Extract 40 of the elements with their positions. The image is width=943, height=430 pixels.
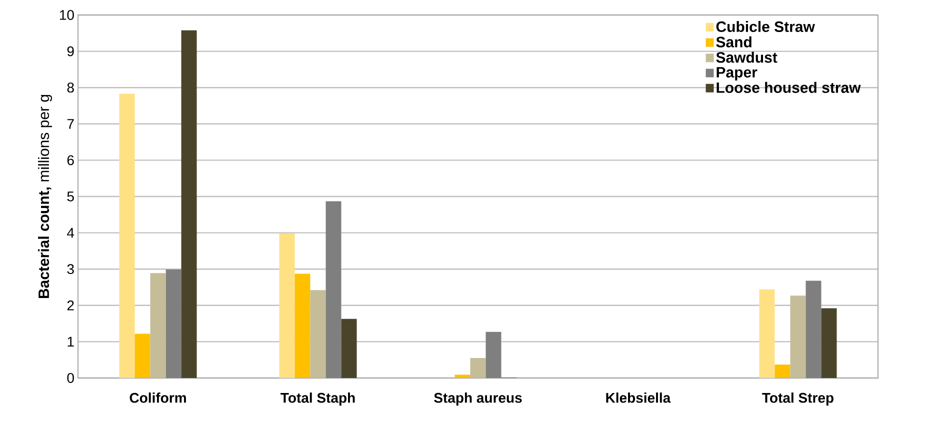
bar <box>326 201 342 378</box>
y-tick-label: 4 <box>67 228 74 238</box>
x-tick-label: Coliform <box>130 392 186 403</box>
bar <box>279 234 295 378</box>
legend-label: Paper <box>716 67 758 81</box>
legend-label: Sawdust <box>716 52 778 63</box>
bar <box>821 308 837 378</box>
bar <box>181 30 197 378</box>
bar <box>774 364 790 378</box>
legend-label: Loose housed straw <box>716 82 861 93</box>
y-axis-title: Bacterial count, millions per g <box>38 94 52 298</box>
bar <box>454 374 470 378</box>
y-tick-label: 3 <box>67 264 74 274</box>
y-tick-label: 2 <box>67 300 74 310</box>
y-tick-label: 5 <box>67 192 74 202</box>
x-tick-label: Staph aureus <box>434 392 522 406</box>
y-tick-label: 1 <box>68 336 74 346</box>
x-tick-label: Total Staph <box>280 392 355 406</box>
bar <box>470 358 486 378</box>
y-tick-label: 9 <box>67 46 74 56</box>
y-tick-label: 6 <box>67 155 74 166</box>
x-tick-label: Total Strep <box>762 392 834 406</box>
bar <box>150 273 166 378</box>
x-tick-label: Klebsiella <box>606 392 671 403</box>
y-tick-label: 10 <box>60 10 74 20</box>
bar <box>759 289 775 378</box>
legend-label: Sand <box>716 36 752 48</box>
bar <box>486 332 502 378</box>
legend-label: Cubicle Straw <box>716 21 815 32</box>
bar <box>134 334 150 378</box>
bar <box>310 290 326 378</box>
y-tick-label: 8 <box>67 82 74 93</box>
bar <box>806 280 822 378</box>
bar <box>790 296 806 378</box>
y-tick-label: 0 <box>67 373 74 383</box>
bar <box>341 318 357 378</box>
bar <box>119 94 135 378</box>
y-tick-label: 7 <box>67 119 74 129</box>
bar <box>166 269 182 378</box>
bar <box>294 274 310 378</box>
